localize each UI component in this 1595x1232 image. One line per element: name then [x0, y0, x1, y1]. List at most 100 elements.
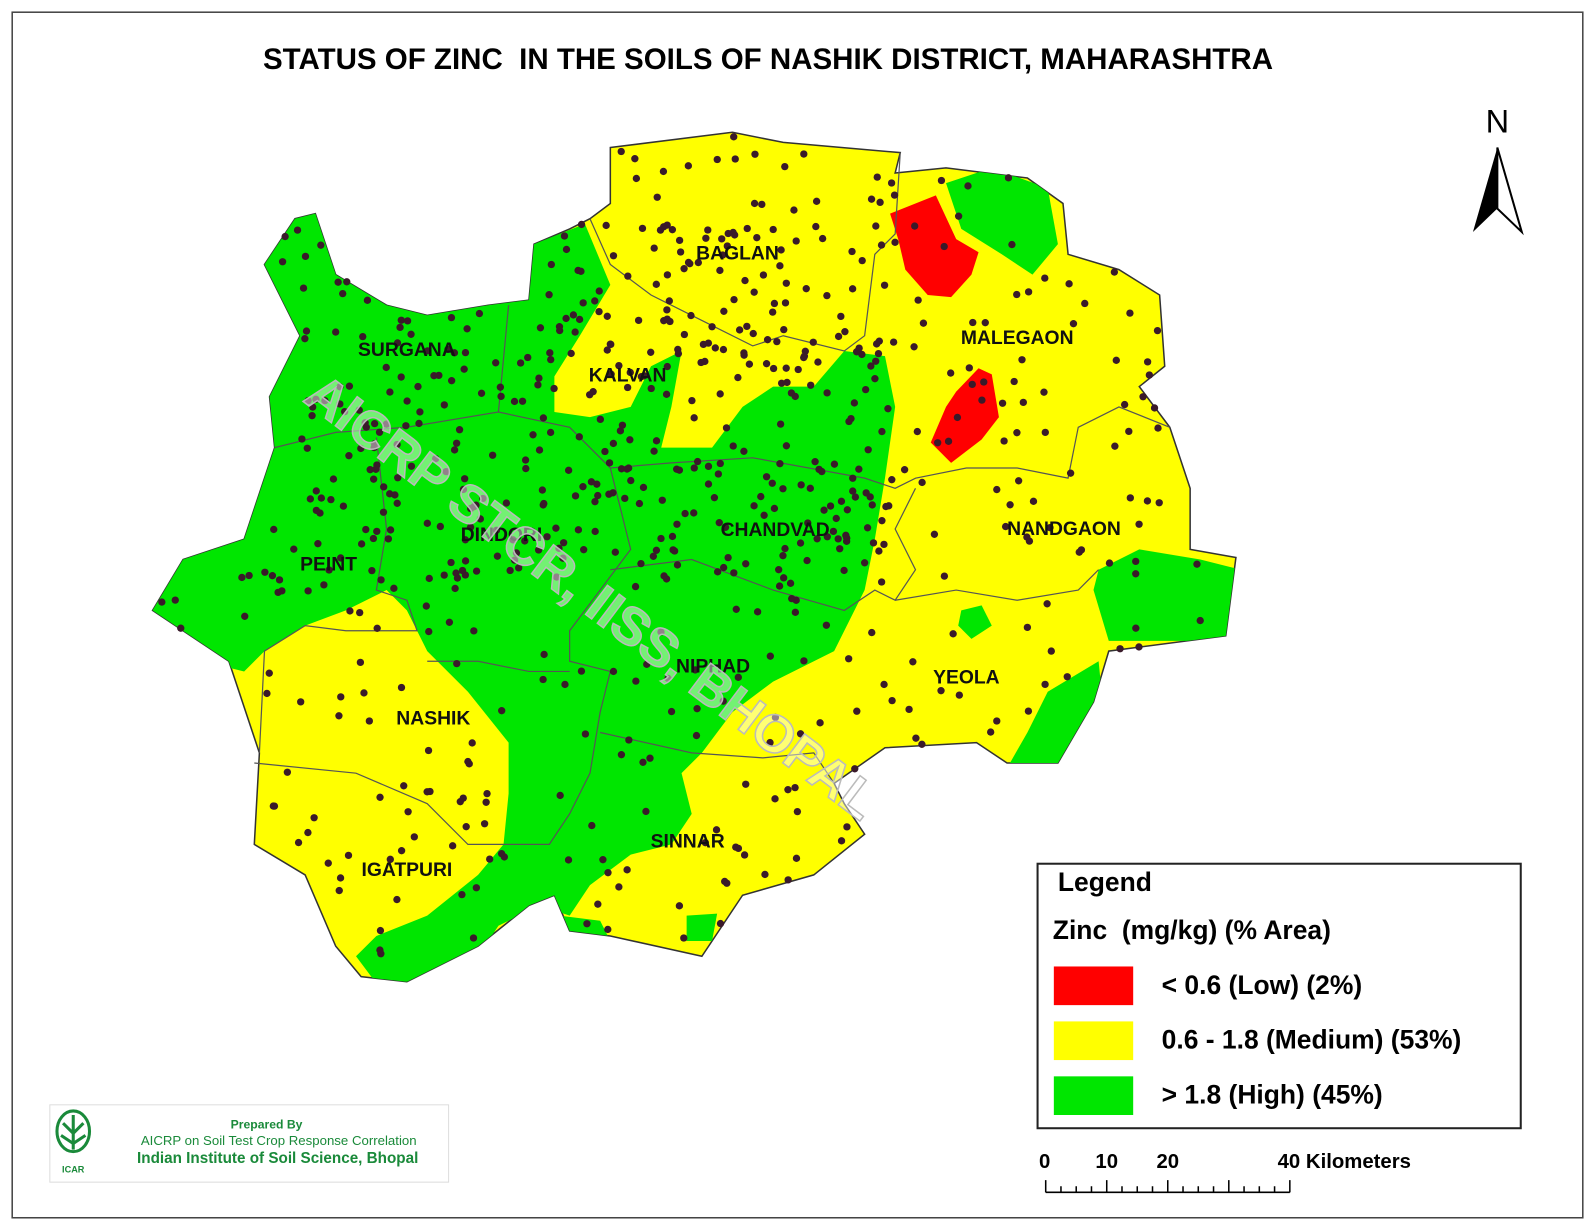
sample-point — [701, 357, 709, 366]
sample-point — [376, 926, 385, 935]
sample-point — [393, 499, 401, 507]
sample-point — [340, 407, 349, 416]
sample-point — [760, 511, 768, 519]
sample-point — [889, 338, 898, 346]
sample-point — [362, 525, 370, 534]
sample-point — [534, 546, 543, 554]
sample-point — [652, 437, 661, 445]
sample-point — [462, 823, 470, 831]
sample-point — [623, 383, 632, 392]
sample-point — [325, 566, 333, 574]
sample-point — [829, 527, 838, 536]
sample-point — [424, 746, 433, 755]
sample-point — [673, 520, 681, 528]
sample-point — [806, 484, 814, 492]
sample-point — [308, 412, 316, 420]
sample-point — [1047, 647, 1055, 655]
sample-point — [497, 392, 505, 401]
sample-point — [742, 780, 750, 788]
sample-point — [646, 754, 654, 762]
sample-point — [312, 395, 320, 403]
sample-point — [757, 492, 765, 501]
sample-point — [268, 572, 277, 580]
sample-point — [954, 212, 963, 220]
sample-point — [834, 535, 842, 543]
sample-point — [784, 876, 792, 884]
sample-point — [436, 522, 445, 531]
sample-point — [571, 328, 579, 336]
sample-point — [571, 492, 580, 500]
sample-point — [751, 150, 759, 158]
sample-point — [716, 266, 724, 275]
sample-point — [684, 162, 693, 170]
sample-point — [652, 280, 660, 289]
sample-point — [310, 814, 318, 822]
sample-point — [601, 447, 609, 456]
sample-point — [969, 318, 977, 327]
sample-point — [595, 307, 603, 316]
sample-point — [278, 258, 287, 266]
sample-point — [647, 384, 655, 393]
sample-point — [693, 457, 702, 466]
sample-point — [1135, 643, 1143, 651]
sample-point — [719, 345, 728, 354]
sample-point — [742, 560, 750, 568]
sample-point — [730, 133, 738, 141]
sample-point — [422, 602, 430, 610]
sample-point — [782, 279, 790, 287]
sample-point — [492, 526, 501, 535]
sample-point — [800, 352, 809, 360]
sample-point — [745, 360, 754, 368]
sample-point — [940, 242, 948, 251]
sample-point — [676, 248, 685, 256]
sample-point — [905, 705, 913, 714]
sample-points — [158, 133, 1204, 958]
sample-point — [559, 554, 567, 562]
sample-point — [794, 365, 802, 374]
sample-point — [534, 381, 542, 389]
sample-point — [867, 195, 876, 203]
sample-point — [426, 787, 434, 796]
sample-point — [382, 420, 391, 428]
sample-point — [609, 489, 617, 497]
sample-point — [1069, 320, 1078, 328]
sample-point — [1029, 497, 1038, 506]
taluka-label: CHANDVAD — [721, 520, 830, 541]
sample-point — [550, 384, 558, 393]
sample-point — [587, 478, 596, 486]
sample-point — [380, 483, 388, 491]
sample-point — [455, 426, 464, 434]
sample-point — [900, 466, 909, 474]
high-zone — [946, 167, 1058, 275]
sample-point — [998, 399, 1007, 407]
sample-point — [562, 245, 571, 254]
sample-point — [918, 478, 926, 487]
sample-point — [510, 556, 519, 564]
sample-point — [867, 362, 875, 370]
sample-point — [540, 650, 548, 659]
sample-point — [496, 383, 505, 391]
sample-point — [603, 346, 611, 354]
sample-point — [344, 851, 353, 860]
sample-point — [753, 608, 762, 616]
sample-point — [355, 406, 363, 414]
taluka-label: DINDORI — [461, 525, 543, 546]
sample-point — [460, 365, 468, 373]
sample-point — [632, 174, 641, 183]
sample-point — [773, 337, 781, 346]
sample-point — [880, 281, 889, 289]
sample-point — [750, 199, 759, 208]
sample-point — [540, 499, 548, 508]
sample-point — [390, 584, 398, 592]
sample-point — [425, 574, 433, 583]
sample-point — [459, 485, 468, 494]
sample-point — [763, 336, 772, 344]
sample-point — [414, 382, 422, 391]
sample-point — [649, 552, 658, 560]
sample-point — [1139, 393, 1147, 401]
sample-point — [245, 571, 253, 580]
sample-point — [634, 316, 643, 325]
sample-point — [721, 523, 730, 531]
sample-point — [1018, 356, 1026, 364]
